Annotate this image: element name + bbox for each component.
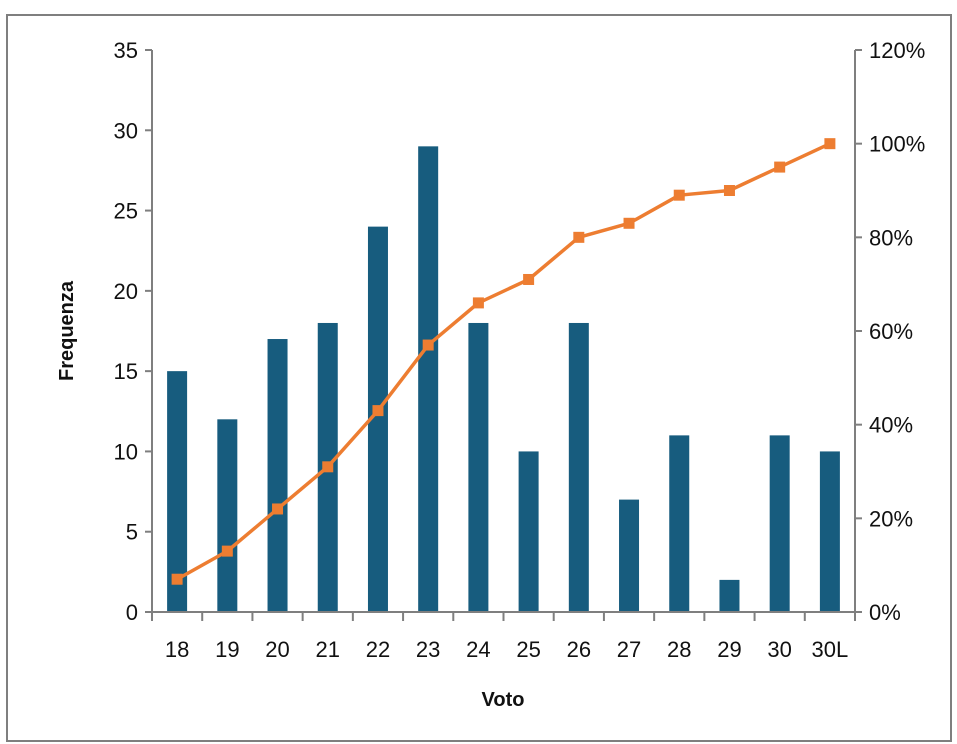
x-tick-label-22: 22 — [366, 637, 390, 662]
x-axis-title: Voto — [482, 689, 525, 711]
x-tick-label-19: 19 — [215, 637, 239, 662]
y-tick-label-10: 10 — [114, 439, 138, 464]
bar-30L — [819, 451, 840, 612]
bar-22 — [367, 226, 388, 612]
bar-18 — [167, 371, 188, 612]
x-tick-label-18: 18 — [165, 637, 189, 662]
cumulative-line-layer — [171, 138, 836, 585]
bars-layer — [167, 146, 840, 613]
bar-26 — [568, 322, 589, 612]
x-tick-label-21: 21 — [316, 637, 340, 662]
x-tick-label-27: 27 — [617, 637, 641, 662]
x-tick-label-28: 28 — [667, 637, 691, 662]
y-tick-label-25: 25 — [114, 199, 138, 224]
axes-layer: 0 5 10 15 20 25 30 35 0% 20% 40% 60% 80% 100% 120% 18 19… — [114, 38, 926, 662]
x-tick-label-30L: 30L — [812, 637, 849, 662]
cumulative-marker-20 — [272, 503, 284, 515]
cumulative-marker-23 — [422, 339, 434, 351]
y2-tick-label-20%: 20% — [869, 506, 913, 531]
y-tick-label-35: 35 — [114, 38, 138, 63]
y2-tick-label-100%: 100% — [869, 132, 925, 157]
bar-19 — [217, 419, 238, 612]
bar-25 — [518, 451, 539, 612]
x-tick-label-26: 26 — [567, 637, 591, 662]
y2-tick-label-80%: 80% — [869, 225, 913, 250]
y2-tick-label-0%: 0% — [869, 600, 901, 625]
cumulative-marker-27 — [623, 217, 635, 229]
x-tick-label-24: 24 — [466, 637, 490, 662]
cumulative-marker-22 — [372, 405, 384, 417]
y-axis-title: Frequenza — [56, 280, 78, 381]
bar-30 — [769, 435, 790, 612]
y2-tick-label-60%: 60% — [869, 319, 913, 344]
cumulative-marker-28 — [673, 189, 685, 201]
bar-20 — [267, 339, 288, 612]
y2-tick-label-40%: 40% — [869, 413, 913, 438]
y-tick-label-0: 0 — [126, 600, 138, 625]
cumulative-marker-24 — [472, 297, 484, 309]
x-tick-label-20: 20 — [265, 637, 289, 662]
y-tick-label-30: 30 — [114, 118, 138, 143]
y2-tick-label-120%: 120% — [869, 38, 925, 63]
cumulative-marker-19 — [221, 545, 233, 557]
bar-29 — [719, 579, 740, 612]
cumulative-marker-30 — [774, 161, 786, 173]
y-tick-label-5: 5 — [126, 520, 138, 545]
bar-24 — [468, 322, 489, 612]
bar-28 — [669, 435, 690, 612]
x-tick-label-29: 29 — [717, 637, 741, 662]
x-tick-label-23: 23 — [416, 637, 440, 662]
cumulative-marker-18 — [171, 573, 183, 585]
bar-23 — [418, 146, 439, 613]
cumulative-marker-26 — [573, 231, 585, 243]
cumulative-marker-30L — [824, 138, 836, 150]
x-tick-label-30: 30 — [767, 637, 791, 662]
y-tick-label-20: 20 — [114, 279, 138, 304]
cumulative-line — [176, 142, 831, 581]
cumulative-marker-29 — [723, 185, 735, 196]
y-tick-label-15: 15 — [114, 359, 138, 384]
bar-27 — [619, 499, 640, 612]
x-tick-label-25: 25 — [516, 637, 540, 662]
cumulative-marker-25 — [523, 273, 535, 285]
cumulative-marker-21 — [322, 461, 334, 473]
